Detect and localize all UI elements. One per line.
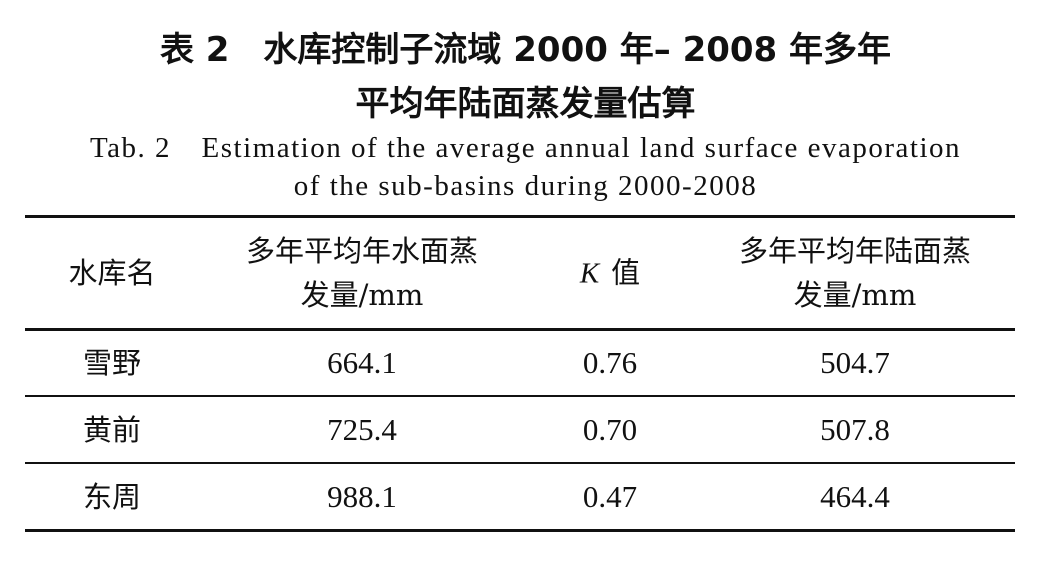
header-cell: 多年平均年水面蒸 发量/mm xyxy=(246,229,478,317)
title-line: 表 2 水库控制子流域 2000 年– 2008 年多年 xyxy=(159,30,892,70)
header-variable: K xyxy=(579,257,600,290)
table-cell: 0.76 xyxy=(582,345,638,380)
header-text: 多年平均年水面蒸 xyxy=(245,234,479,268)
row-rule xyxy=(25,462,1015,464)
table-cell: 507.8 xyxy=(820,412,890,447)
row-rule xyxy=(25,395,1015,397)
table-cell: 464.4 xyxy=(820,479,890,514)
header-rule xyxy=(25,328,1015,331)
caption-line: Tab. 2 Estimation of the average annual … xyxy=(89,132,962,164)
header-text: 值 xyxy=(611,255,641,290)
header-cell: 水库名 xyxy=(68,251,155,295)
table-cell: 0.47 xyxy=(582,479,638,514)
table-cell: 988.1 xyxy=(327,479,397,514)
caption-line: of the sub-basins during 2000-2008 xyxy=(293,170,758,202)
bottom-rule xyxy=(25,529,1015,532)
table-cell: 雪野 xyxy=(82,346,142,380)
table-cell: 东周 xyxy=(82,480,142,514)
header-text: 水库名 xyxy=(68,256,156,290)
top-rule xyxy=(25,215,1015,218)
table-cell: 黄前 xyxy=(82,413,142,447)
table-cell: 504.7 xyxy=(820,345,890,380)
header-text: 发量/mm xyxy=(300,278,424,312)
header-cell: 多年平均年陆面蒸 发量/mm xyxy=(739,229,971,317)
table-cell: 0.70 xyxy=(582,412,638,447)
title-line: 平均年陆面蒸发量估算 xyxy=(355,84,696,124)
header-text: 多年平均年陆面蒸 xyxy=(738,234,972,268)
table-cell: 725.4 xyxy=(327,412,397,447)
table-cell: 664.1 xyxy=(327,345,397,380)
header-text: 发量/mm xyxy=(793,278,917,312)
